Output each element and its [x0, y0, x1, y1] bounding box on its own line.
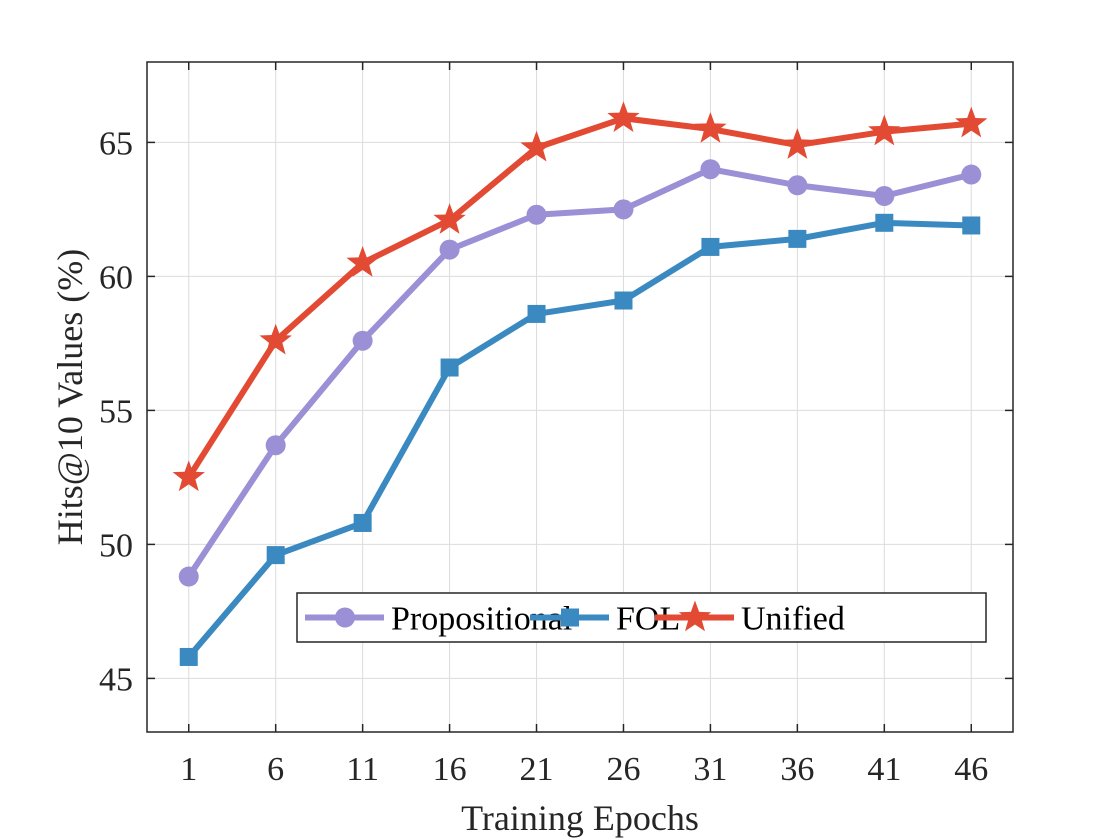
data-point-fol	[788, 229, 807, 248]
legend-marker-star-icon	[678, 600, 712, 632]
data-point-unified	[346, 246, 379, 277]
x-tick-label: 36	[780, 751, 814, 788]
data-point-unified	[781, 128, 814, 159]
data-point-fol	[179, 647, 198, 666]
legend-marker-circle-icon	[335, 607, 355, 628]
grid	[147, 62, 1013, 732]
series-unified	[172, 101, 988, 492]
data-point-propositional	[178, 566, 199, 587]
x-tick-label: 11	[346, 751, 379, 788]
y-tick-label: 60	[99, 259, 133, 296]
data-point-propositional	[961, 164, 982, 185]
x-tick-label: 41	[867, 751, 901, 788]
series-line-propositional	[185, 166, 975, 580]
y-tick-label: 50	[99, 527, 133, 564]
x-tick-label: 1	[180, 751, 197, 788]
legend-marker-square-icon	[561, 608, 579, 627]
x-tick-label: 26	[606, 751, 640, 788]
legend-label: Unified	[741, 601, 845, 638]
data-point-fol	[614, 291, 633, 310]
data-point-fol	[353, 513, 372, 532]
y-tick-label: 55	[99, 393, 133, 430]
data-point-propositional	[613, 199, 634, 220]
data-point-unified	[694, 112, 727, 143]
data-point-propositional	[700, 159, 721, 180]
y-tick-label: 45	[99, 661, 133, 698]
x-tick-label: 21	[520, 751, 554, 788]
legend: Propositional FOL Unified	[296, 592, 987, 643]
data-point-unified	[955, 106, 988, 138]
data-point-unified	[520, 130, 553, 162]
series-fol	[179, 213, 981, 666]
data-point-fol	[701, 237, 720, 256]
x-tick-label: 16	[433, 751, 467, 788]
series-layer	[172, 101, 988, 666]
x-axis-title: Training Epochs	[461, 798, 699, 838]
x-tick-label: 31	[693, 751, 727, 788]
series-propositional	[178, 159, 982, 587]
legend-box	[296, 592, 987, 643]
data-point-unified	[259, 323, 292, 355]
data-point-fol	[440, 358, 459, 377]
plot-frame	[146, 61, 1014, 733]
data-point-propositional	[526, 204, 547, 225]
data-point-unified	[868, 114, 901, 146]
data-point-fol	[875, 213, 894, 232]
series-line-fol	[185, 219, 975, 660]
data-point-propositional	[787, 175, 808, 196]
data-point-fol	[962, 216, 981, 235]
data-point-propositional	[265, 435, 286, 456]
data-point-fol	[266, 546, 285, 565]
data-point-unified	[433, 203, 466, 234]
data-point-propositional	[439, 239, 460, 260]
data-point-fol	[527, 304, 546, 323]
data-point-unified	[172, 460, 205, 492]
data-point-propositional	[874, 186, 895, 206]
data-point-propositional	[352, 330, 373, 351]
y-axis-title: Hits@10 Values (%)	[50, 249, 90, 545]
data-point-unified	[607, 101, 640, 133]
y-tick-label: 65	[99, 125, 133, 162]
x-tick-label: 46	[954, 751, 988, 788]
series-line-unified	[185, 115, 975, 481]
legend-item-unified: Unified	[655, 600, 845, 638]
x-tick-label: 6	[267, 751, 284, 788]
